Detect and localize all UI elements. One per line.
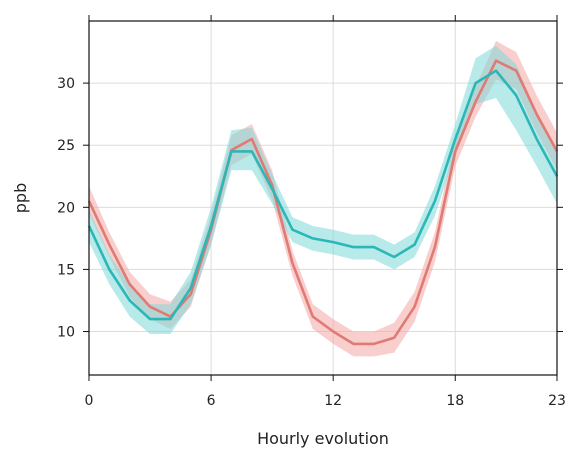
- y-tick-label: 20: [57, 200, 75, 216]
- plot-frame: [88, 20, 558, 376]
- y-axis-title: ppb: [11, 183, 30, 213]
- x-axis-title: Hourly evolution: [257, 429, 389, 448]
- y-tick-label: 10: [57, 325, 75, 341]
- y-tick-label: 25: [57, 138, 75, 154]
- confidence-bands: [89, 40, 557, 357]
- y-tick-label: 30: [57, 76, 75, 92]
- confidence-band-2: [89, 45, 557, 335]
- y-tick-label: 15: [57, 262, 75, 278]
- series-line-1: [87, 59, 559, 346]
- x-tick-label: 12: [324, 393, 342, 409]
- x-tick-label: 0: [85, 393, 94, 409]
- series-lines: [87, 59, 559, 346]
- x-tick-label: 6: [207, 393, 216, 409]
- x-tick-label: 23: [548, 393, 566, 409]
- series-line-2: [87, 69, 559, 321]
- x-tick-label: 18: [446, 393, 464, 409]
- axis-ticks: 0 6 12 18 23 10 15 20 25 30: [57, 15, 566, 409]
